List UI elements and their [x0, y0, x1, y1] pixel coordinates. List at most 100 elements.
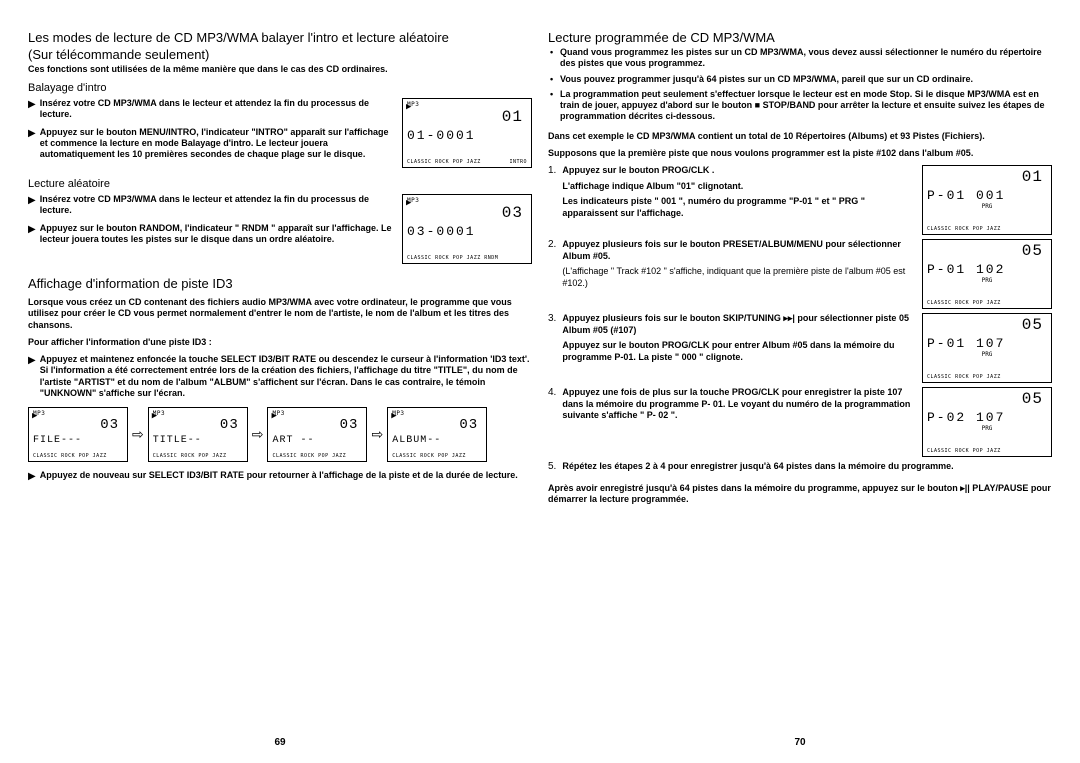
aleatoire-bullet-1: ▶ Insérez votre CD MP3/WMA dans le lecte… [28, 194, 394, 217]
balayage-text: ▶ Insérez votre CD MP3/WMA dans le lecte… [28, 98, 394, 166]
step-num-5: 5. [548, 461, 556, 473]
arrow-join-icon: ⇨ [371, 426, 383, 443]
step-num-1: 1. [548, 165, 556, 220]
lcd-top: MP3 [153, 410, 243, 417]
lcd-id3-file: ▶ MP3 03 FILE--- CLASSIC ROCK POP JAZZ [28, 407, 128, 462]
lcd-num: 05 [927, 316, 1047, 334]
lcd-id3-artist: ▶ MP3 03 ART -- CLASSIC ROCK POP JAZZ [267, 407, 367, 462]
step-4-text: 4. Appuyez une fois de plus sur la touch… [548, 387, 914, 422]
arrow-icon: ▶ [28, 355, 36, 366]
lcd-mid: P-02 107 [927, 410, 1047, 425]
arrow-icon: ▶ [28, 128, 36, 139]
aleatoire-text: ▶ Insérez votre CD MP3/WMA dans le lecte… [28, 194, 394, 251]
lcd-text: TITLE-- [153, 435, 243, 446]
lcd-prg: PRG [927, 425, 1047, 432]
lcd-prg: PRG [927, 203, 1047, 210]
id3-lcd-row: ▶ MP3 03 FILE--- CLASSIC ROCK POP JAZZ ⇨… [28, 407, 532, 462]
lcd-eq: CLASSIC ROCK POP JAZZ RNDM [407, 255, 527, 261]
lcd-prog-3: 05 P-01 107 PRG CLASSIC ROCK POP JAZZ [922, 313, 1052, 383]
aleatoire-row: ▶ Insérez votre CD MP3/WMA dans le lecte… [28, 194, 532, 264]
balayage-b2-text: Appuyez sur le bouton MENU/INTRO, l'indi… [40, 127, 394, 161]
note-1: Quand vous programmez les pistes sur un … [548, 47, 1052, 70]
balayage-row: ▶ Insérez votre CD MP3/WMA dans le lecte… [28, 98, 532, 168]
id3-para-1: Lorsque vous créez un CD contenant des f… [28, 297, 532, 331]
page-number-left: 69 [28, 737, 532, 748]
step2-a: Appuyez plusieurs fois sur le bouton PRE… [562, 239, 914, 262]
heading-aleatoire: Lecture aléatoire [28, 178, 532, 190]
lcd-eq: CLASSIC ROCK POP JAZZ [33, 453, 123, 459]
step-3-text: 3. Appuyez plusieurs fois sur le bouton … [548, 313, 914, 364]
page-69: Les modes de lecture de CD MP3/WMA balay… [20, 30, 540, 748]
lcd-prog-4: 05 P-02 107 PRG CLASSIC ROCK POP JAZZ [922, 387, 1052, 457]
balayage-b1-text: Insérez votre CD MP3/WMA dans le lecteur… [40, 98, 394, 121]
lcd-prg: PRG [927, 277, 1047, 284]
lcd-eq: CLASSIC ROCK POP JAZZ [927, 300, 1047, 306]
lcd-num: 03 [33, 417, 123, 433]
step-4-row: 4. Appuyez une fois de plus sur la touch… [548, 387, 1052, 457]
lcd-top: MP3 [392, 410, 482, 417]
step1-b: L'affichage indique Album "01" clignotan… [562, 181, 914, 193]
play-icon: ▶ [406, 198, 411, 208]
lcd-num: 05 [927, 242, 1047, 260]
step-2-text: 2. Appuyez plusieurs fois sur le bouton … [548, 239, 914, 290]
lcd-num: 03 [392, 417, 482, 433]
lcd-random: ▶ MP3 03 03-0001 CLASSIC ROCK POP JAZZ R… [402, 194, 532, 264]
step2-b: (L'affichage " Track #102 " s'affiche, i… [562, 266, 914, 289]
lcd-num: 05 [927, 390, 1047, 408]
lcd-num: 03 [272, 417, 362, 433]
lcd-track-num: 01 [407, 108, 527, 126]
lcd-eq: CLASSIC ROCK POP JAZZ [392, 453, 482, 459]
content-right: Lecture programmée de CD MP3/WMA Quand v… [548, 30, 1052, 737]
id3-para-2: Pour afficher l'information d'une piste … [28, 337, 532, 348]
id3-b1-text: Appuyez et maintenez enfoncée la touche … [40, 354, 532, 399]
content-left: Les modes de lecture de CD MP3/WMA balay… [28, 30, 532, 737]
arrow-join-icon: ⇨ [252, 426, 264, 443]
lcd-intro: ▶ MP3 01 01-0001 CLASSIC ROCK POP JAZZ I… [402, 98, 532, 168]
lcd-top: MP3 [33, 410, 123, 417]
step5-a: Répétez les étapes 2 à 4 pour enregistre… [562, 461, 953, 473]
lcd-text: ALBUM-- [392, 435, 482, 446]
page-number-right: 70 [548, 737, 1052, 748]
aleatoire-bullet-2: ▶ Appuyez sur le bouton RANDOM, l'indica… [28, 223, 394, 246]
lcd-num: 01 [927, 168, 1047, 186]
step-5-row: 5. Répétez les étapes 2 à 4 pour enregis… [548, 461, 1052, 473]
lcd-mid: P-01 107 [927, 336, 1047, 351]
lcd-time: 03-0001 [407, 224, 527, 239]
lcd-eq: CLASSIC ROCK POP JAZZ [927, 226, 1047, 232]
lcd-mid: P-01 001 [927, 188, 1047, 203]
step-3-row: 3. Appuyez plusieurs fois sur le bouton … [548, 313, 1052, 383]
aleatoire-b1-text: Insérez votre CD MP3/WMA dans le lecteur… [40, 194, 394, 217]
step1-c: Les indicateurs piste " 001 ", numéro du… [562, 196, 914, 219]
lcd-id3-title: ▶ MP3 03 TITLE-- CLASSIC ROCK POP JAZZ [148, 407, 248, 462]
lcd-eq: CLASSIC ROCK POP JAZZ [272, 453, 362, 459]
lcd-time: 01-0001 [407, 128, 527, 143]
play-icon: ▶ [271, 411, 276, 421]
lcd-top: MP3 [407, 197, 527, 204]
step-1-row: 1. Appuyez sur le bouton PROG/CLK . L'af… [548, 165, 1052, 235]
step1-a: Appuyez sur le bouton PROG/CLK . [562, 165, 914, 177]
lcd-top: MP3 [407, 101, 527, 108]
play-icon: ▶ [391, 411, 396, 421]
lcd-eq: CLASSIC ROCK POP JAZZ [927, 448, 1047, 454]
lcd-prg: PRG [927, 351, 1047, 358]
intro-note: Ces fonctions sont utilisées de la même … [28, 64, 532, 74]
lcd-track-num: 03 [407, 204, 527, 222]
example-note: Dans cet exemple le CD MP3/WMA contient … [548, 131, 1052, 142]
heading-modes: Les modes de lecture de CD MP3/WMA balay… [28, 30, 532, 45]
suppose-line: Supposons que la première piste que nous… [548, 148, 1052, 159]
arrow-icon: ▶ [28, 99, 36, 110]
play-icon: ▶ [152, 411, 157, 421]
arrow-join-icon: ⇨ [132, 426, 144, 443]
notes-list: Quand vous programmez les pistes sur un … [548, 47, 1052, 123]
lcd-eq: CLASSIC ROCK POP JAZZ [153, 453, 243, 459]
arrow-icon: ▶ [28, 471, 36, 482]
balayage-bullet-1: ▶ Insérez votre CD MP3/WMA dans le lecte… [28, 98, 394, 121]
step4-a: Appuyez une fois de plus sur la touche P… [562, 387, 914, 422]
lcd-top: MP3 [272, 410, 362, 417]
play-icon: ▶ [32, 411, 37, 421]
arrow-icon: ▶ [28, 195, 36, 206]
id3-bullet-1: ▶ Appuyez et maintenez enfoncée la touch… [28, 354, 532, 399]
step-num-4: 4. [548, 387, 556, 422]
lcd-prog-2: 05 P-01 102 PRG CLASSIC ROCK POP JAZZ [922, 239, 1052, 309]
lcd-eq: CLASSIC ROCK POP JAZZ [927, 374, 1047, 380]
